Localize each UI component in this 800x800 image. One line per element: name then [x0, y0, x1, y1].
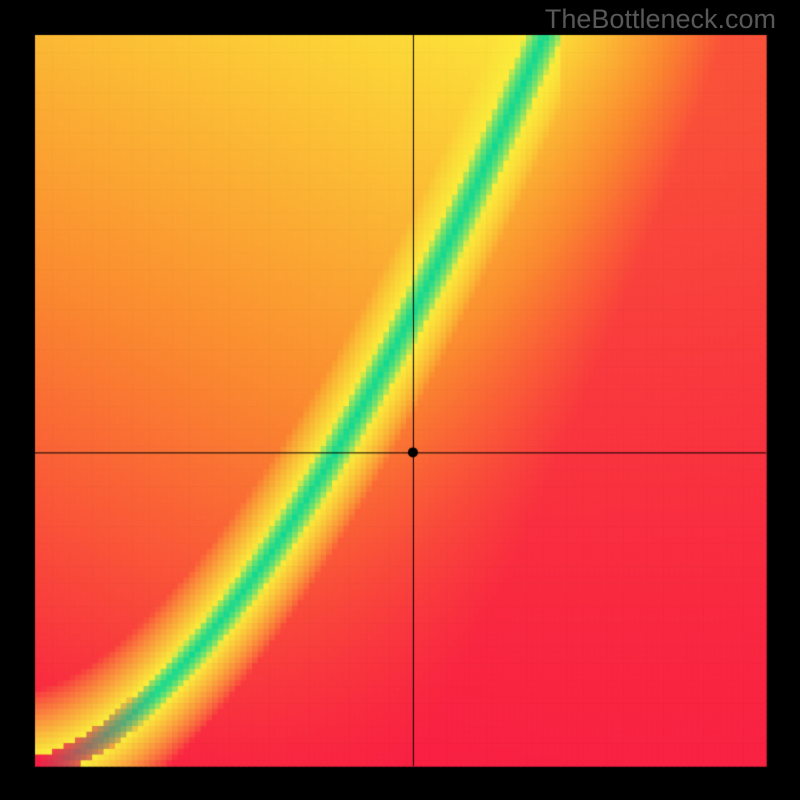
heatmap-canvas — [0, 0, 800, 800]
attribution-text: TheBottleneck.com — [545, 4, 776, 35]
chart-container: TheBottleneck.com — [0, 0, 800, 800]
